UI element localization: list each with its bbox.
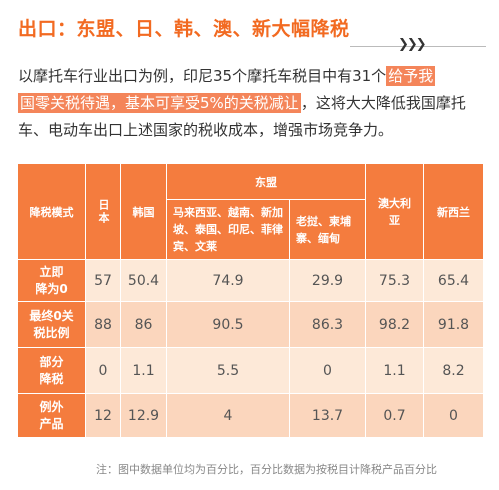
row-header: 部分降税: [17, 347, 86, 394]
intro-paragraph: 以摩托车行业出口为例，印尼35个摩托车税目中有31个 给予我国零关税待遇，基本可享…: [18, 63, 486, 144]
table-cell: 1.1: [365, 347, 424, 394]
row-header: 例外产品: [17, 393, 86, 438]
table-cell: 86.3: [289, 301, 366, 348]
table-cell: 1.1: [120, 347, 167, 394]
row-header: 立即降为0: [17, 259, 86, 302]
table-cell: 90.5: [166, 301, 290, 348]
divider: [350, 46, 486, 47]
column-header-japan: 日本: [85, 163, 121, 260]
table-cell: 91.8: [423, 301, 484, 348]
table-cell: 29.9: [289, 259, 366, 302]
table-cell: 88: [85, 301, 121, 348]
table-cell: 4: [166, 393, 290, 438]
column-header-australia: 澳大利亚: [365, 163, 424, 260]
chevrons-right-icon: ❯❯❯: [398, 37, 427, 52]
column-header-asean-group1: 马来西亚、越南、新加坡、泰国、印尼、菲律宾、文莱: [166, 199, 290, 260]
paragraph-text: 以摩托车行业出口为例，印尼35个摩托车税目中有31个: [18, 67, 387, 85]
highlight-text: 国零关税待遇，基本可享受5%的关税减让: [18, 93, 301, 113]
column-header-mode: 降税模式: [17, 163, 86, 260]
table-cell: 98.2: [365, 301, 424, 348]
row-header: 最终0关税比例: [17, 301, 86, 348]
table-cell: 0: [85, 347, 121, 394]
table-cell: 86: [120, 301, 167, 348]
table-cell: 50.4: [120, 259, 167, 302]
table-cell: 0: [289, 347, 366, 394]
table-cell: 74.9: [166, 259, 290, 302]
column-header-nz: 新西兰: [423, 163, 484, 260]
table-cell: 57: [85, 259, 121, 302]
table-cell: 12: [85, 393, 121, 438]
table-cell: 65.4: [423, 259, 484, 302]
table-cell: 0.7: [365, 393, 424, 438]
column-header-asean-group2: 老挝、柬埔寨、缅甸: [289, 199, 366, 260]
column-header-korea: 韩国: [120, 163, 167, 260]
footnote: 注：图中数据单位均为百分比，百分比数据为按税目计降税产品百分比: [96, 463, 437, 476]
header: 出口：东盟、日、韩、澳、新大幅降税 ❯❯❯: [0, 0, 499, 52]
table-cell: 5.5: [166, 347, 290, 394]
table-cell: 12.9: [120, 393, 167, 438]
table-cell: 75.3: [365, 259, 424, 302]
paragraph-text: ，这将大大降低我国摩托车、电动车出口上述国家的税收成本，增强市场竞争力。: [18, 94, 466, 139]
table-cell: 0: [423, 393, 484, 438]
table-cell: 13.7: [289, 393, 366, 438]
column-header-asean: 东盟: [166, 163, 366, 200]
highlight-text: 给予我: [386, 66, 436, 86]
page-title: 出口：东盟、日、韩、澳、新大幅降税: [18, 18, 350, 40]
tariff-table: 降税模式 日本 韩国 东盟 澳大利亚 新西兰 马来西亚、越南、新加坡、泰国、印尼…: [17, 163, 484, 438]
table-cell: 8.2: [423, 347, 484, 394]
